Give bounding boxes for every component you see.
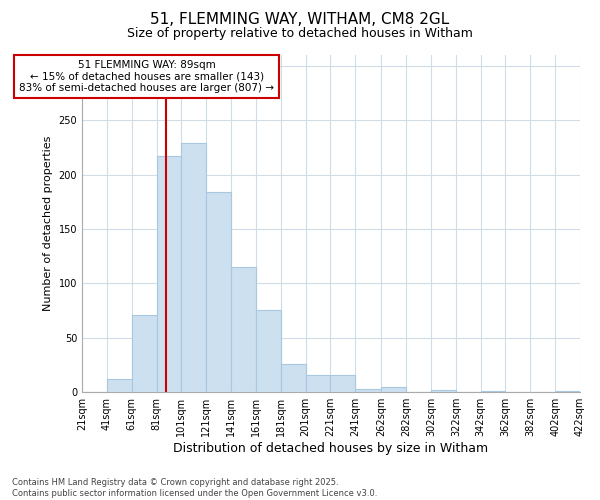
Bar bbox=[181, 143, 206, 392]
Text: Size of property relative to detached houses in Witham: Size of property relative to detached ho… bbox=[127, 28, 473, 40]
Bar bbox=[281, 364, 305, 392]
Text: 51, FLEMMING WAY, WITHAM, CM8 2GL: 51, FLEMMING WAY, WITHAM, CM8 2GL bbox=[151, 12, 449, 28]
Bar bbox=[231, 267, 256, 392]
Text: Contains HM Land Registry data © Crown copyright and database right 2025.
Contai: Contains HM Land Registry data © Crown c… bbox=[12, 478, 377, 498]
Bar bbox=[132, 315, 157, 392]
Bar bbox=[355, 389, 382, 392]
Bar bbox=[431, 390, 456, 392]
Bar bbox=[305, 375, 331, 392]
Bar bbox=[481, 391, 505, 392]
Bar bbox=[382, 387, 406, 392]
Bar bbox=[206, 192, 231, 392]
Bar bbox=[555, 391, 580, 392]
Y-axis label: Number of detached properties: Number of detached properties bbox=[43, 136, 53, 312]
Bar bbox=[157, 156, 181, 392]
Bar bbox=[331, 375, 355, 392]
X-axis label: Distribution of detached houses by size in Witham: Distribution of detached houses by size … bbox=[173, 442, 488, 455]
Text: 51 FLEMMING WAY: 89sqm
← 15% of detached houses are smaller (143)
83% of semi-de: 51 FLEMMING WAY: 89sqm ← 15% of detached… bbox=[19, 60, 274, 94]
Bar bbox=[256, 310, 281, 392]
Bar bbox=[107, 379, 132, 392]
